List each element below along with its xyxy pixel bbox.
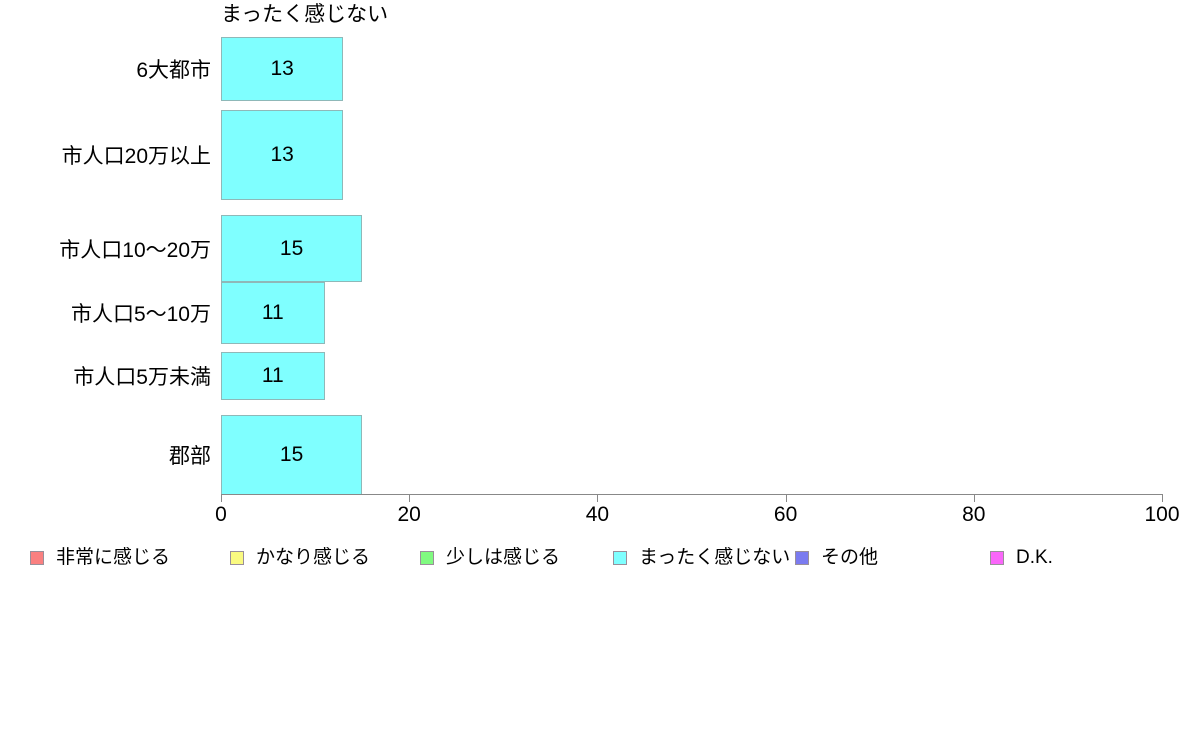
x-axis-line — [221, 494, 1162, 495]
x-axis-tick-label: 20 — [397, 503, 421, 526]
bar-row: 市人口5万未満 11 — [73, 352, 1162, 400]
category-label: 市人口5〜10万 — [70, 303, 211, 326]
legend-swatch-icon — [990, 551, 1004, 565]
category-label: 郡部 — [169, 445, 211, 468]
legend-label: 非常に感じる — [56, 547, 171, 568]
legend-item[interactable]: 少しは感じる — [420, 545, 560, 571]
x-axis-tick — [597, 494, 599, 502]
x-axis-tick-label: 80 — [962, 503, 986, 526]
bar-row: 6大都市 13 — [136, 37, 1162, 101]
bar[interactable] — [221, 110, 344, 200]
legend-swatch-icon — [795, 551, 809, 565]
category-label: 市人口10〜20万 — [59, 238, 211, 262]
legend-label: その他 — [821, 547, 879, 568]
chart-title: まったく感じない — [221, 3, 389, 26]
category-label: 6大都市 — [136, 59, 211, 82]
legend-item[interactable]: まったく感じない — [613, 545, 790, 571]
bar[interactable] — [221, 215, 363, 282]
bar-value-label: 13 — [270, 143, 294, 166]
legend-label: 少しは感じる — [446, 547, 561, 568]
x-axis-tick — [409, 494, 411, 502]
legend-item[interactable]: その他 — [795, 545, 878, 571]
plot-area: 6大都市 13 市人口20万以上 13 市人口10〜20万 15 市人口5〜10万 11 市人口… — [59, 32, 1162, 495]
bar-row: 市人口10〜20万 15 — [59, 215, 1162, 282]
legend-label: D.K. — [1016, 547, 1053, 568]
bar-value-label: 11 — [261, 364, 284, 387]
x-axis-tick-label: 60 — [773, 503, 798, 526]
x-axis-tick — [785, 494, 787, 502]
legend-label: まったく感じない — [639, 547, 791, 568]
category-label: 市人口5万未満 — [73, 366, 211, 389]
x-axis-tick-label: 0 — [215, 503, 227, 526]
bar-row: 市人口20万以上 13 — [62, 110, 1162, 200]
bar-value-label: 15 — [279, 236, 304, 260]
legend-item[interactable]: D.K. — [990, 545, 1053, 571]
x-axis-tick — [221, 494, 222, 502]
bar-value-label: 15 — [279, 443, 304, 466]
x-axis-tick — [973, 494, 975, 502]
bar[interactable] — [221, 37, 344, 101]
x-axis-tick — [1162, 494, 1163, 502]
bar[interactable] — [221, 352, 325, 400]
bar[interactable] — [221, 282, 325, 344]
legend-swatch-icon — [230, 551, 244, 565]
legend-item[interactable]: かなり感じる — [230, 545, 370, 571]
bar-value-label: 11 — [261, 301, 284, 324]
bar-value-label: 13 — [270, 57, 294, 80]
legend-item[interactable]: 非常に感じる — [30, 545, 170, 571]
legend-swatch-icon — [613, 551, 627, 565]
x-axis-tick-label: 100 — [1144, 503, 1180, 526]
bar-row: 市人口5〜10万 11 — [71, 282, 1162, 344]
x-axis-tick-label: 40 — [585, 503, 610, 526]
chart-legend: 非常に感じる かなり感じる 少しは感じる まったく感じない その他 D.K. — [0, 545, 1188, 575]
legend-swatch-icon — [420, 551, 434, 565]
legend-swatch-icon — [30, 551, 44, 565]
bar-row: 郡部 15 — [169, 415, 1162, 495]
category-label: 市人口20万以上 — [61, 145, 211, 168]
bar[interactable] — [221, 415, 363, 495]
legend-label: かなり感じる — [256, 547, 371, 568]
